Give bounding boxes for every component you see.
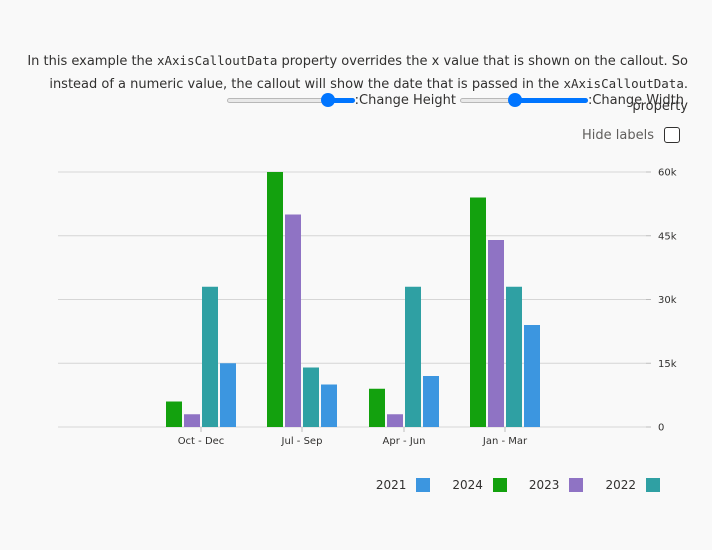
y-tick-label: 0 xyxy=(658,423,664,434)
legend-label: 2021 xyxy=(375,478,407,492)
bar xyxy=(184,414,200,427)
bar xyxy=(488,240,504,427)
legend-label: 2024 xyxy=(452,478,483,492)
y-tick-label: 45k xyxy=(658,231,677,242)
legend-label: 2023 xyxy=(528,478,560,492)
legend-swatch xyxy=(492,478,507,492)
description-line-2: .instead of a numeric value, the callout… xyxy=(49,76,688,114)
legend-swatch xyxy=(569,478,584,492)
bar xyxy=(285,214,301,427)
size-controls: :Change Height :Change Width xyxy=(226,90,688,110)
x-tick-label: Oct - Dec xyxy=(178,436,225,447)
bar xyxy=(387,414,403,427)
bar xyxy=(202,286,218,427)
description-line-1: In this example the xAxisCalloutData pro… xyxy=(27,53,688,69)
legend-item[interactable]: 2021 xyxy=(376,478,431,492)
height-slider-thumb[interactable] xyxy=(320,93,335,107)
legend-item[interactable]: 2023 xyxy=(529,478,584,492)
legend-swatch xyxy=(416,478,431,492)
height-slider-label: :Change Height xyxy=(354,92,456,108)
bar xyxy=(220,363,236,427)
bar xyxy=(369,388,385,427)
description: In this example the xAxisCalloutData pro… xyxy=(8,50,688,118)
bar xyxy=(303,367,319,427)
hide-labels-toggle[interactable]: Hide labels xyxy=(582,127,680,143)
bar xyxy=(267,172,283,427)
bar xyxy=(321,384,337,427)
x-tick-label: Jul - Sep xyxy=(281,436,323,447)
x-tick-label: Apr - Jun xyxy=(383,436,426,447)
y-tick-label: 60k xyxy=(658,168,677,179)
bar xyxy=(166,401,182,427)
chart-legend: 2021 2024 2023 2022 xyxy=(354,478,660,492)
x-tick-label: Jan - Mar xyxy=(482,436,528,447)
bar xyxy=(405,286,421,427)
bar xyxy=(524,325,540,427)
legend-item[interactable]: 2022 xyxy=(605,478,660,492)
height-slider[interactable] xyxy=(226,92,355,108)
legend-item[interactable]: 2024 xyxy=(452,478,507,492)
width-slider-label: :Change Width xyxy=(587,92,684,108)
bar xyxy=(470,197,486,427)
y-tick-label: 30k xyxy=(658,295,677,306)
legend-label: 2022 xyxy=(605,478,636,492)
bar xyxy=(423,376,439,427)
hide-labels-checkbox[interactable] xyxy=(664,127,680,143)
bar xyxy=(506,286,522,427)
width-slider[interactable] xyxy=(459,92,588,108)
legend-swatch xyxy=(646,478,660,492)
y-tick-label: 15k xyxy=(658,359,677,370)
width-slider-thumb[interactable] xyxy=(507,93,522,107)
hide-labels-label: Hide labels xyxy=(582,127,654,143)
